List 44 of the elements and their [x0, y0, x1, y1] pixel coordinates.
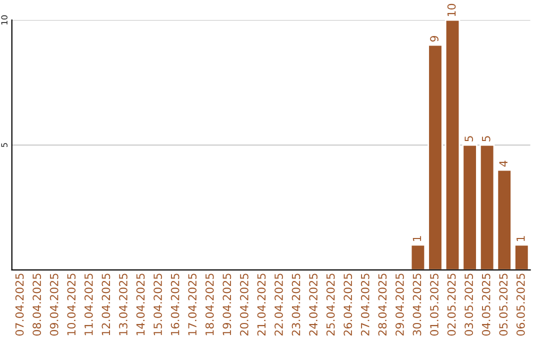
- x-tick-label: 05.05.2025: [499, 274, 508, 336]
- data-label: 1: [516, 236, 525, 241]
- x-tick-label: 13.04.2025: [119, 274, 128, 336]
- x-tick-label: 04.05.2025: [482, 274, 490, 336]
- x-tick-label: 16.04.2025: [170, 274, 180, 336]
- data-label: 1: [412, 236, 422, 241]
- x-tick-label: 12.04.2025: [102, 274, 110, 336]
- x-tick-label: 14.04.2025: [136, 274, 145, 336]
- data-label: 10: [447, 4, 456, 16]
- x-tick-label: 18.04.2025: [205, 274, 214, 336]
- x-tick-label: 26.04.2025: [344, 274, 352, 336]
- data-label: 9: [430, 36, 438, 42]
- x-tick-label: 15.04.2025: [154, 274, 162, 336]
- x-tick-label: 21.04.2025: [257, 274, 266, 336]
- x-tick-label: 08.04.2025: [32, 274, 42, 336]
- x-tick-label: 22.04.2025: [274, 274, 283, 336]
- x-tick-label: 20.04.2025: [240, 274, 248, 336]
- bar: [462, 144, 478, 270]
- bar: [428, 44, 443, 270]
- data-label: 5: [464, 136, 474, 142]
- x-tick-label: 25.04.2025: [326, 274, 335, 336]
- x-tick-label: 27.04.2025: [360, 274, 370, 336]
- data-label: 4: [499, 160, 508, 167]
- x-tick-label: 09.04.2025: [50, 274, 58, 336]
- x-tick-label: 19.04.2025: [222, 274, 232, 336]
- x-tick-label: 23.04.2025: [292, 274, 300, 336]
- data-label: 5: [482, 136, 490, 142]
- x-tick-label: 07.04.2025: [15, 274, 24, 336]
- x-tick-label: 17.04.2025: [188, 274, 197, 336]
- bar: [496, 169, 512, 270]
- x-tick-label: 28.04.2025: [378, 274, 387, 336]
- bar: [479, 144, 495, 270]
- x-tick-label: 11.04.2025: [84, 274, 93, 336]
- x-tick-label: 02.05.2025: [447, 274, 456, 336]
- bar: [444, 20, 460, 270]
- x-tick-label: 30.04.2025: [412, 274, 422, 336]
- x-tick-label: 01.05.2025: [430, 274, 438, 336]
- bar: [410, 244, 426, 270]
- x-tick-label: 29.04.2025: [396, 274, 404, 336]
- bar: [514, 244, 530, 270]
- x-tick-label: 06.05.2025: [516, 274, 525, 336]
- x-tick-label: 03.05.2025: [464, 274, 474, 336]
- x-tick-label: 24.04.2025: [309, 274, 318, 336]
- x-tick-label: 10.04.2025: [67, 274, 76, 336]
